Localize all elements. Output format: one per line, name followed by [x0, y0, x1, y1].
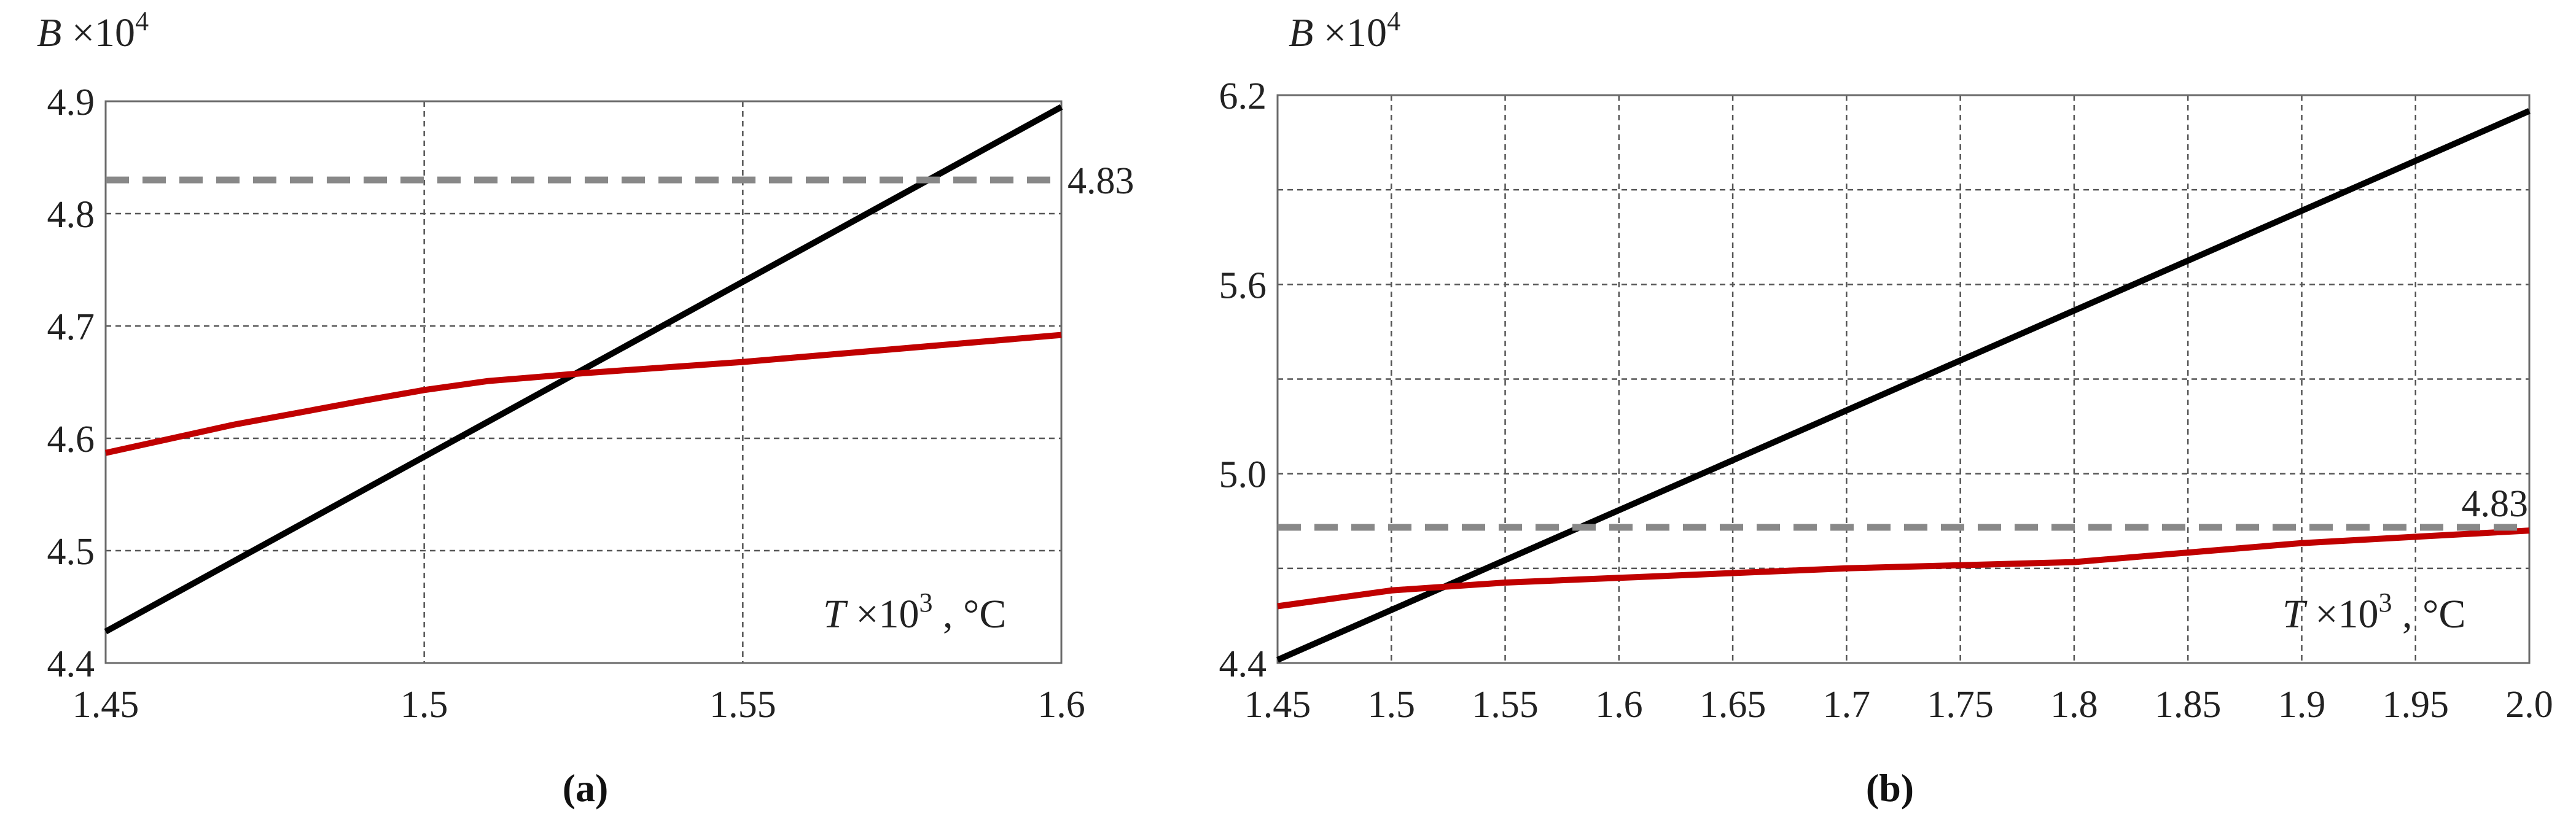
x-tick-label: 1.8 — [2050, 684, 2098, 726]
black-series-line — [1276, 108, 2531, 663]
threshold-label: 4.83 — [2462, 483, 2529, 525]
x-tick-label: 1.6 — [1595, 684, 1643, 726]
x-axis-label: T ×103 , °C — [823, 587, 1006, 637]
y-tick-label: 4.4 — [47, 643, 95, 685]
x-tick-label: 1.45 — [1244, 684, 1311, 726]
y-tick-label: 4.5 — [47, 531, 95, 573]
y-tick-label: 4.4 — [1219, 643, 1267, 685]
x-tick-label: 1.5 — [400, 684, 448, 726]
red-series-line — [1277, 527, 2530, 610]
x-tick-label: 1.85 — [2155, 684, 2222, 726]
y-tick-label: 6.2 — [1219, 76, 1267, 117]
black-series-line — [104, 104, 1063, 635]
x-tick-label: 1.45 — [72, 684, 139, 726]
x-tick-label: 1.7 — [1823, 684, 1871, 726]
plot-frame — [1276, 94, 2531, 664]
y-axis-label: B ×104 — [37, 6, 149, 55]
y-tick-label: 5.6 — [1219, 265, 1267, 306]
x-tick-label: 1.75 — [1927, 684, 1994, 726]
x-tick-label: 1.55 — [1472, 684, 1539, 726]
x-tick-label: 1.6 — [1037, 684, 1085, 726]
x-tick-label: 1.65 — [1700, 684, 1766, 726]
y-tick-label: 4.9 — [47, 82, 95, 123]
x-tick-label: 1.9 — [2278, 684, 2326, 726]
x-tick-label: 1.55 — [709, 684, 776, 726]
y-tick-label: 4.7 — [47, 306, 95, 348]
x-tick-label: 2.0 — [2505, 684, 2553, 726]
chart-panel-a: 4.83 1.45 1.5 1.55 1.6 4.4 4.5 4.6 4.7 4.8 4.9 B ×1… — [37, 6, 1134, 810]
x-tick-label: 1.5 — [1368, 684, 1416, 726]
red-series-line — [104, 332, 1062, 456]
x-tick-label: 1.95 — [2382, 684, 2449, 726]
panel-label: (a) — [563, 766, 609, 810]
y-tick-label: 4.8 — [47, 194, 95, 236]
chart-panel-b: 4.83 1.45 1.5 1.55 1.6 1.65 1.7 1.75 1.8 1.85 1.9 1… — [1219, 6, 2553, 810]
y-axis-label: B ×104 — [1289, 6, 1400, 55]
plot-frame — [104, 100, 1063, 664]
x-axis-label: T ×103 , °C — [2282, 587, 2465, 637]
y-tick-label: 5.0 — [1219, 454, 1267, 496]
panel-label: (b) — [1866, 766, 1914, 810]
y-tick-label: 4.6 — [47, 419, 95, 460]
threshold-label: 4.83 — [1067, 160, 1134, 202]
